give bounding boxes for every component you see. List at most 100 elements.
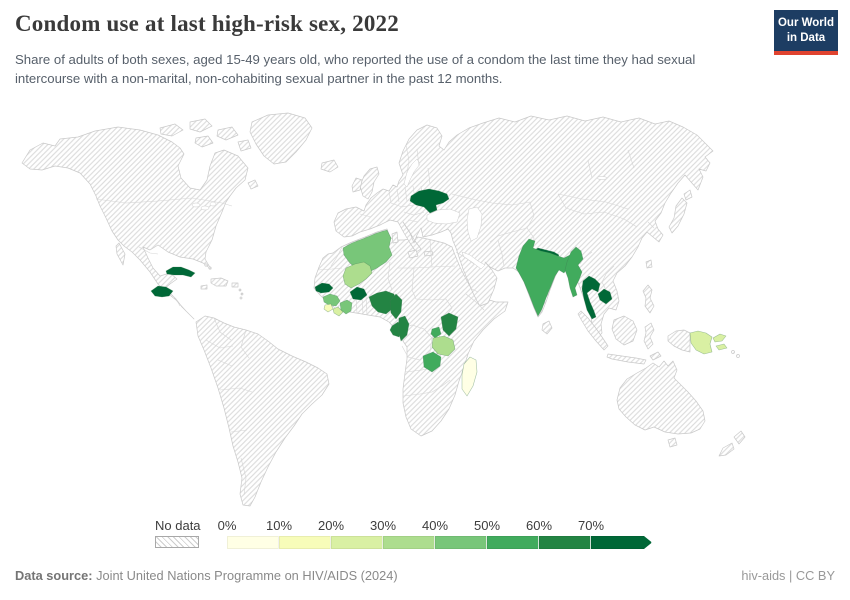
lesser-antilles: [239, 296, 243, 300]
iceland: [320, 159, 339, 173]
legend-bin-40-50%[interactable]: [435, 536, 487, 549]
data-source: Data source: Joint United Nations Progra…: [15, 568, 398, 583]
country-zambia[interactable]: Zambia (50-60%): [422, 351, 442, 373]
owid-logo-line1: Our World: [777, 17, 834, 29]
jamaica: [200, 284, 208, 290]
page-subtitle: Share of adults of both sexes, aged 15-4…: [15, 52, 696, 87]
lesser-antilles: [240, 292, 244, 296]
legend-bin-20-30%[interactable]: [331, 536, 383, 549]
japan: [668, 197, 688, 234]
solomon-islands: [736, 354, 740, 358]
country-burkina-faso[interactable]: Burkina Faso (70%+): [349, 286, 368, 301]
country-tanzania[interactable]: Tanzania (30-40%): [431, 335, 456, 357]
baja-california: [115, 242, 126, 266]
country-thailand[interactable]: Thailand (70%+): [581, 275, 601, 320]
arctic-island: [189, 118, 213, 133]
bahamas: [204, 263, 208, 267]
legend-tick-0: 0%: [217, 518, 237, 533]
country-kenya[interactable]: Kenya (60-70%): [440, 312, 459, 337]
country-cameroon[interactable]: Cameroon (60-70%): [389, 293, 403, 320]
legend-tick-40: 40%: [421, 518, 449, 533]
country-cuba[interactable]: Cuba (70%+): [165, 266, 196, 278]
hokkaido: [683, 189, 693, 201]
country-myanmar[interactable]: Myanmar (50-60%): [564, 246, 584, 298]
ireland: [351, 177, 363, 193]
country-sierra-leone[interactable]: Sierra Leone (10-20%): [323, 303, 334, 313]
country-papua-new-guinea[interactable]: Papua New Guinea (20-30%): [689, 330, 728, 355]
owid-logo-line2: in Data: [786, 31, 826, 44]
legend-bin-10-20%[interactable]: [279, 536, 331, 549]
country-guinea[interactable]: Guinea (40-50%): [322, 293, 341, 307]
baltic-sea: [403, 158, 421, 188]
sri-lanka: [541, 320, 553, 335]
legend-tick-20: 20%: [317, 518, 345, 533]
great-lakes: [191, 202, 201, 208]
lake-baikal: [596, 176, 608, 180]
page-title: Condom use at last high-risk sex, 2022: [15, 11, 399, 36]
sicily: [407, 249, 419, 259]
world-map: Cuba (70%+) Honduras (70%+) Ukraine (70%+)…: [21, 112, 746, 507]
sardinia: [391, 231, 399, 244]
country-congo[interactable]: Congo (60-70%): [397, 315, 410, 342]
legend-no-data-label: No data: [155, 518, 201, 533]
south-america: [195, 315, 330, 507]
inland-waters: [191, 158, 608, 340]
country-algeria[interactable]: Algeria (40-50%): [342, 229, 393, 274]
philippines: [642, 284, 655, 314]
no-data-landmasses: [21, 112, 746, 507]
legend-bin-70%+[interactable]: [591, 536, 652, 549]
legend-tick-60: 60%: [525, 518, 553, 533]
legend-bin-30-40%[interactable]: [383, 536, 435, 549]
country-mali[interactable]: Mali (30-40%): [342, 261, 373, 289]
legend-tick-50: 50%: [473, 518, 501, 533]
greenland: [249, 112, 313, 165]
legend-bin-50-60%[interactable]: [487, 536, 539, 549]
legend-bin-0-10%[interactable]: [227, 536, 279, 549]
credit-text[interactable]: hiv-aids | CC BY: [741, 568, 835, 583]
arctic-island: [159, 123, 184, 137]
country-senegal[interactable]: Senegal (70%+): [314, 282, 334, 294]
data-source-text: Joint United Nations Programme on HIV/AI…: [92, 568, 398, 583]
solomon-islands: [731, 350, 735, 354]
arctic-island: [194, 135, 214, 148]
java: [606, 353, 647, 365]
hispaniola: [210, 277, 229, 287]
arctic-island: [216, 126, 239, 141]
legend-tick-70: 70%: [577, 518, 605, 533]
puerto-rico: [231, 282, 239, 288]
legend-tick-30: 30%: [369, 518, 397, 533]
sulawesi: [643, 322, 655, 350]
caspian-sea: [466, 206, 483, 242]
north-america: [21, 126, 249, 320]
tasmania: [667, 437, 678, 448]
taiwan: [645, 259, 653, 269]
bahamas: [208, 266, 212, 270]
australia: [616, 360, 706, 435]
borneo: [611, 315, 638, 346]
arctic-island: [237, 139, 252, 152]
country-cambodia[interactable]: Cambodia (70%+): [597, 288, 613, 305]
new-zealand-north: [733, 430, 746, 445]
newfoundland: [247, 179, 259, 190]
data-source-label: Data source:: [15, 568, 93, 583]
country-honduras[interactable]: Honduras (70%+): [150, 285, 174, 298]
legend-color-bar: [227, 536, 652, 549]
black-sea: [426, 208, 461, 225]
country-uganda[interactable]: Uganda (50-60%): [430, 326, 442, 339]
new-guinea-west: [667, 329, 691, 353]
country-ukraine[interactable]: Ukraine (70%+): [409, 188, 450, 214]
crete: [423, 250, 434, 257]
legend-no-data-swatch[interactable]: [155, 536, 199, 548]
choropleth-countries: Cuba (70%+) Honduras (70%+) Ukraine (70%+)…: [150, 188, 728, 397]
eurasia: [333, 115, 714, 338]
great-lakes: [209, 201, 217, 207]
legend-tick-10: 10%: [265, 518, 293, 533]
country-liberia[interactable]: Liberia (20-30%): [332, 306, 344, 317]
great-lakes: [200, 205, 210, 211]
timor: [649, 351, 662, 361]
lesser-antilles: [238, 288, 242, 292]
legend-bin-60-70%[interactable]: [539, 536, 591, 549]
sumatra: [577, 310, 609, 351]
country-madagascar[interactable]: Madagascar (0-10%): [461, 356, 478, 397]
owid-logo[interactable]: Our World in Data: [774, 10, 838, 55]
